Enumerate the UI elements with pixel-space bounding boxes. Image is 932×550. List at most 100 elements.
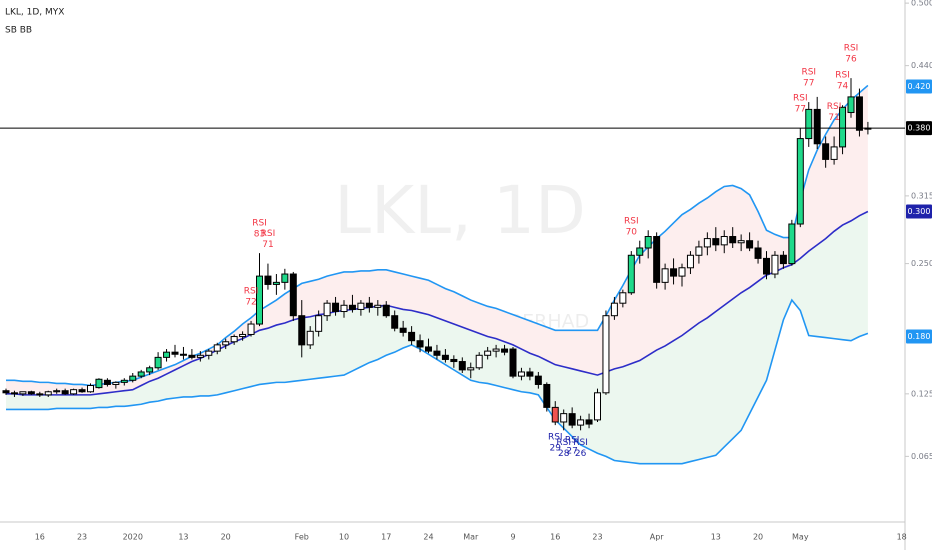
rsi-label: RSI <box>548 433 563 443</box>
candle-body <box>822 143 830 160</box>
x-tick-label: 16 <box>35 533 45 542</box>
candle-body <box>36 393 44 396</box>
candle-body <box>855 96 863 131</box>
candle-body <box>332 302 340 313</box>
candle-body <box>408 331 416 342</box>
candle-body <box>788 223 796 265</box>
y-tick-label: 0.500 <box>911 0 932 8</box>
candle-body <box>19 391 27 395</box>
rsi-value: 71 <box>262 240 273 250</box>
rsi-label: RSI <box>565 436 580 446</box>
candle-body <box>112 381 120 385</box>
candle-body <box>323 302 331 317</box>
candle-body <box>517 371 525 377</box>
candle-body <box>154 356 162 369</box>
candle-body <box>306 330 314 346</box>
candle-body <box>551 406 559 423</box>
y-tick-label: 0.250 <box>911 259 932 268</box>
candle-body <box>399 327 407 333</box>
candle-body <box>239 333 247 338</box>
rsi-label: RSI <box>261 229 276 239</box>
candle-body <box>103 379 111 385</box>
candle-body <box>365 302 373 308</box>
candle-body <box>695 246 703 256</box>
candle-body <box>712 238 720 246</box>
price-label-box <box>906 79 932 94</box>
price-label: 0.180 <box>908 332 931 341</box>
candle-body <box>847 96 855 114</box>
candle-body <box>264 275 272 285</box>
candle-body <box>534 375 542 385</box>
candle-body <box>653 236 661 283</box>
x-tick-label: 13 <box>178 533 188 542</box>
candle-body <box>315 315 323 332</box>
candle-body <box>205 350 213 356</box>
candle-body <box>526 371 534 377</box>
x-tick-label: 24 <box>423 533 433 542</box>
candle-body <box>763 257 770 275</box>
rsi-label: RSI <box>835 71 850 81</box>
candle-body <box>230 336 238 343</box>
rsi-label: RSI <box>556 438 571 448</box>
candle-body <box>729 236 737 244</box>
x-tick-label: 16 <box>550 533 560 542</box>
chart-subtitle: SB BB <box>5 26 32 36</box>
rsi-value: 70 <box>626 228 638 238</box>
x-tick-label: 20 <box>753 533 763 542</box>
watermark: LKL, 1D <box>334 172 586 249</box>
candle-body <box>830 146 838 160</box>
candle-body <box>594 392 601 421</box>
candle-body <box>433 350 441 356</box>
rsi-value: 83 <box>254 230 265 240</box>
rsi-value: 26 <box>575 449 587 459</box>
candle-body <box>10 392 18 395</box>
candle-body <box>754 247 762 259</box>
candle-body <box>129 375 137 381</box>
candle-body <box>602 315 610 394</box>
y-tick-label: 0.440 <box>911 61 932 70</box>
candle-body <box>44 391 52 396</box>
candle-body <box>670 268 678 277</box>
x-tick-label: Feb <box>295 533 309 542</box>
candle-body <box>720 236 728 246</box>
x-tick-label: 13 <box>711 533 721 542</box>
x-tick-label: 9 <box>510 533 515 542</box>
price-label-box <box>906 329 932 344</box>
candle-body <box>256 275 263 325</box>
x-tick-label: 17 <box>381 533 391 542</box>
x-tick-label: 23 <box>77 533 87 542</box>
candle-body <box>95 378 103 389</box>
price-label: 0.380 <box>908 124 931 133</box>
candle-body <box>796 138 804 225</box>
candle-body <box>374 304 382 308</box>
candle-body <box>627 254 635 294</box>
candle-body <box>188 354 196 358</box>
candle-body <box>146 367 154 373</box>
candle-body <box>771 254 779 275</box>
price-label-box <box>906 121 932 136</box>
candle-body <box>70 389 78 395</box>
candle-body <box>441 354 449 360</box>
x-tick-label: 18 <box>897 533 907 542</box>
candle-body <box>610 302 618 317</box>
candle-body <box>568 413 576 426</box>
candle-body <box>509 348 517 377</box>
rsi-value: 72 <box>245 297 256 307</box>
candle-body <box>357 302 365 310</box>
candle-body <box>171 351 179 355</box>
candle-body <box>213 344 221 352</box>
y-tick-label: 0.315 <box>911 191 932 200</box>
rsi-label: RSI <box>624 217 639 227</box>
rsi-value: 27 <box>566 447 577 457</box>
middle-band <box>6 210 869 396</box>
candle-body <box>298 315 306 346</box>
x-tick-label: 20 <box>221 533 231 542</box>
rsi-label: RSI <box>252 219 267 229</box>
candle-body <box>450 358 458 363</box>
candle-body <box>458 361 466 371</box>
x-tick-label: 23 <box>592 533 602 542</box>
candle-body <box>87 385 94 393</box>
candle-body <box>636 247 644 256</box>
candle-body <box>348 304 356 310</box>
